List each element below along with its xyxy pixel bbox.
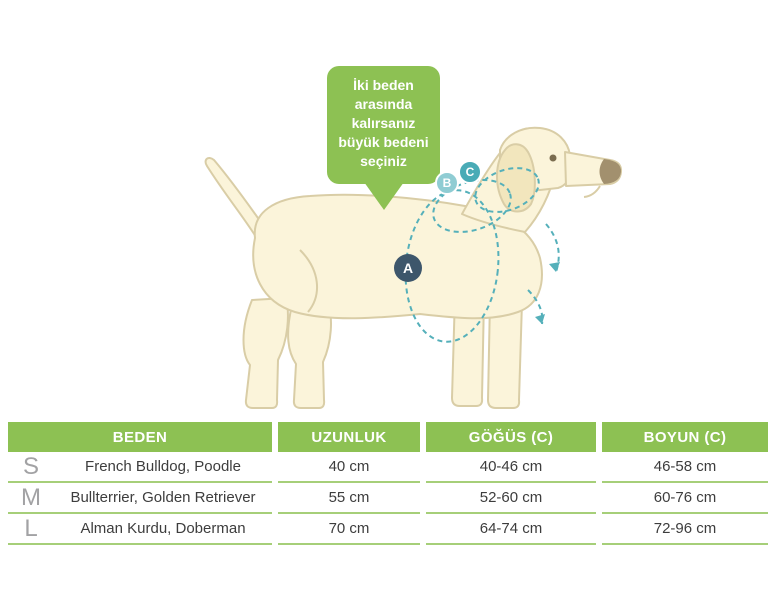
neck-value: 46-58 cm bbox=[602, 452, 768, 483]
chest-value: 52-60 cm bbox=[426, 483, 596, 514]
neck-measure-ellipse bbox=[432, 179, 512, 233]
dog-tail bbox=[204, 156, 269, 241]
marker-a: A bbox=[394, 254, 422, 282]
neck-value: 72-96 cm bbox=[602, 514, 768, 545]
col-header-beden: BEDEN bbox=[8, 422, 272, 452]
col-header-boyun: BOYUN (C) bbox=[602, 422, 768, 452]
chest-value: 64-74 cm bbox=[426, 514, 596, 545]
dog-front-leg-back bbox=[451, 294, 485, 407]
marker-b: B bbox=[435, 171, 459, 195]
bubble-line: büyük bedeni bbox=[338, 134, 429, 150]
bubble-line: arasında bbox=[354, 96, 413, 112]
size-letter: M bbox=[21, 484, 41, 511]
breed-names: Alman Kurdu, Doberman bbox=[80, 520, 246, 537]
length-value: 70 cm bbox=[278, 514, 420, 545]
dog-ear bbox=[496, 143, 536, 213]
table-row-size-cell: M Bullterrier, Golden Retriever bbox=[8, 483, 272, 514]
table-row-size-cell: S French Bulldog, Poodle bbox=[8, 452, 272, 483]
dog-rear-leg-front bbox=[287, 301, 332, 409]
measure-arrow-arc-2 bbox=[527, 289, 544, 325]
neck-value: 60-76 cm bbox=[602, 483, 768, 514]
marker-c: C bbox=[458, 160, 482, 184]
table-row-size-cell: L Alman Kurdu, Doberman bbox=[8, 514, 272, 545]
dog-illustration bbox=[204, 126, 623, 409]
dog-haunch-line bbox=[299, 249, 319, 313]
dog-nose bbox=[599, 159, 622, 184]
dog-front-leg-front bbox=[487, 299, 523, 409]
bubble-line: seçiniz bbox=[360, 153, 407, 169]
dog-rear-leg-back bbox=[242, 297, 289, 409]
size-letter: L bbox=[24, 515, 38, 542]
col-header-gogus: GÖĞÜS (C) bbox=[426, 422, 596, 452]
dog-mouth-line bbox=[583, 185, 601, 198]
bubble-line: İki beden bbox=[353, 77, 414, 93]
col-header-uzunluk: UZUNLUK bbox=[278, 422, 420, 452]
chest-value: 40-46 cm bbox=[426, 452, 596, 483]
length-value: 55 cm bbox=[278, 483, 420, 514]
measure-arrowhead-2 bbox=[535, 314, 545, 324]
size-table: BEDEN UZUNLUK GÖĞÜS (C) BOYUN (C) S Fren… bbox=[8, 422, 768, 545]
breed-names: Bullterrier, Golden Retriever bbox=[70, 489, 256, 506]
dog-eye bbox=[549, 154, 557, 162]
length-value: 40 cm bbox=[278, 452, 420, 483]
speech-bubble: İki beden arasında kalırsanız büyük bede… bbox=[327, 66, 440, 184]
breed-names: French Bulldog, Poodle bbox=[85, 458, 241, 475]
size-letter: S bbox=[22, 453, 39, 480]
measure-arrowhead-1 bbox=[549, 262, 560, 272]
dog-body bbox=[252, 193, 543, 320]
girth-measure-ellipse bbox=[404, 189, 500, 343]
bubble-line: kalırsanız bbox=[351, 115, 416, 131]
